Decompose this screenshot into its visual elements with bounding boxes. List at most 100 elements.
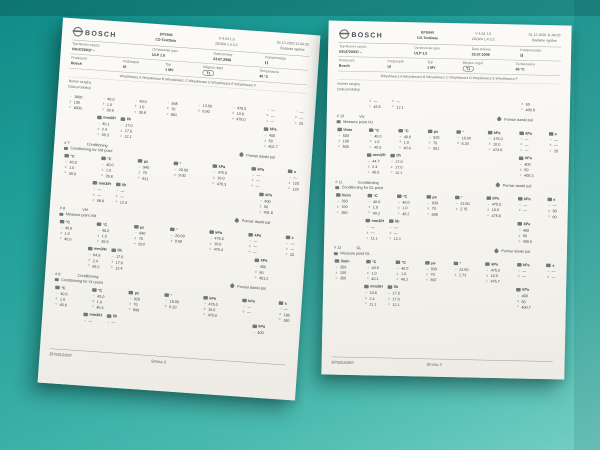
unit-label: kPa (491, 261, 499, 267)
tol-icon: ± (209, 241, 212, 246)
actual-icon: = (115, 199, 118, 204)
tol-value: 100 (342, 138, 350, 144)
measurement-column: µs → 940 ±70 = 923 (133, 224, 146, 247)
actual-value: 40.2 (372, 210, 380, 216)
field-temperature: Temperatura 40 °C (259, 69, 307, 82)
unit-label: ° (179, 161, 182, 167)
measurement-column: kPa → 475.0 ±10.0 = 475.5 (202, 295, 218, 318)
unit-header: µs (133, 224, 146, 230)
droplet-icon (494, 182, 501, 188)
value-cell: → 18.00 (456, 136, 471, 141)
actual-value: 400.9 (525, 107, 535, 113)
value-cell: ±1.0 (395, 271, 408, 277)
measurement-column: ° → 23.50 ±2.73 (453, 261, 469, 283)
measurement-column: s → — ± — = 20 (284, 235, 295, 258)
target-icon: → (110, 254, 115, 259)
tol-value: 70 (433, 140, 438, 146)
value-cell: = 475.0 (231, 116, 246, 122)
serial-block: Numer seryjny Data produkcji (337, 80, 560, 101)
measurement-column: l/min → 500 ±100 = 500 (337, 127, 352, 149)
actual-value: 40.4 (96, 304, 104, 310)
field-value: ULP 1.5 (414, 50, 428, 56)
tol-value: — (524, 142, 529, 148)
tol-icon: ± (367, 271, 369, 275)
target-icon: → (395, 266, 400, 270)
target-value: 40.0 (372, 199, 381, 205)
tol-value: 1.0 (374, 139, 380, 144)
section: ± — ± — = 45.5 = 12.1 ±50 = 400.9 (337, 98, 560, 113)
actual-icon: = (397, 211, 400, 216)
value-cell: = 350 (336, 210, 351, 215)
section-subtitle: Conditioning for GL point (341, 185, 384, 191)
print-info: 01.12.2020 11:04:33 Badanie ogólne (528, 33, 561, 44)
actual-icon: = (516, 305, 519, 309)
tol-icon: ± (366, 230, 369, 235)
measure-label: Pomiar dawki pal (241, 218, 271, 225)
tol-value: 1.0 (106, 102, 113, 107)
value-cell: = 40.2 (395, 277, 408, 282)
tol-value: 50 (522, 233, 528, 239)
tol-icon: ± (397, 206, 400, 210)
measurement-column: kPa → 475.0 ±10.0 = 474.6 (487, 130, 503, 152)
field-manufacturer: Producent Bosch (71, 56, 123, 70)
tol-icon: ± (369, 99, 371, 103)
value-cell: ±9.00 (173, 173, 188, 179)
unit-label: µs (432, 194, 437, 200)
field-value: T1 (462, 65, 474, 72)
actual-value: 350 (341, 210, 348, 215)
tol-value: — (370, 230, 375, 235)
target-icon: → (83, 318, 87, 323)
target-value: 500 (342, 133, 350, 138)
target-value: 40.0 (402, 200, 410, 205)
target-icon: → (546, 269, 550, 273)
measurement-column: µs → 930 ±70 = 897 (425, 261, 437, 283)
target-value: — (551, 269, 556, 274)
value-cell: = — (519, 148, 532, 153)
value-cell: → — (517, 268, 530, 274)
tol-value: 70 (430, 272, 435, 277)
actual-value: 40.6 (59, 302, 67, 308)
target-icon: → (64, 159, 68, 164)
page-footer: EPS815/807 Strona 3 (49, 348, 286, 373)
actual-icon: = (259, 209, 262, 214)
target-value: — (283, 306, 288, 312)
value-cell: ±10.0 (486, 208, 501, 213)
unit-header: kPa (487, 130, 503, 135)
measurement-column: → — ± — = 20 (293, 110, 304, 127)
tol-icon: ± (427, 206, 430, 211)
tol-icon: ± (88, 258, 91, 263)
actual-icon: = (134, 109, 137, 114)
actual-value: 40.1 (371, 276, 379, 282)
value-cell: = 120 (287, 186, 299, 192)
value-cell: ±9.00 (169, 238, 184, 244)
actual-icon: = (248, 249, 251, 254)
tol-value: 1.0 (59, 296, 66, 302)
document-page-4: BOSCH EPS940 CD-TestData V 4.54 1.0 2019… (321, 20, 572, 380)
unit-header: kPa (242, 298, 255, 303)
unit-label: °C (372, 259, 377, 265)
flow-unit-b: l/h (396, 152, 401, 158)
rpm-icon (337, 127, 342, 132)
tol-value: 6.20 (461, 141, 469, 146)
actual-icon: = (133, 241, 136, 246)
target-icon: → (337, 133, 341, 137)
actual-icon: = (278, 317, 281, 322)
value-cell: = 475.6 (486, 213, 501, 218)
target-icon: → (366, 265, 370, 270)
target-value: — (253, 238, 258, 244)
section-header-left: # 8 VM Measure point VM (59, 206, 97, 219)
actual-value: 899 (132, 307, 140, 313)
unit-label: kPa (218, 164, 226, 170)
value-cell: ±100 (336, 204, 351, 210)
tol-icon: ± (254, 270, 257, 274)
value-cell: ± — (241, 309, 254, 315)
actual-value: 12.1 (395, 170, 403, 176)
data-version: 2019/A 1.4.3.2 (471, 37, 495, 42)
tol-icon: ± (455, 207, 458, 211)
unit-header: °C (395, 260, 409, 265)
target-value: 400 (521, 293, 528, 299)
value-cell: → 40.0 (397, 200, 410, 205)
tol-value: — (553, 143, 558, 148)
pressure-row: → 400 (519, 162, 534, 167)
field-component: Podzespół UI (122, 60, 165, 73)
